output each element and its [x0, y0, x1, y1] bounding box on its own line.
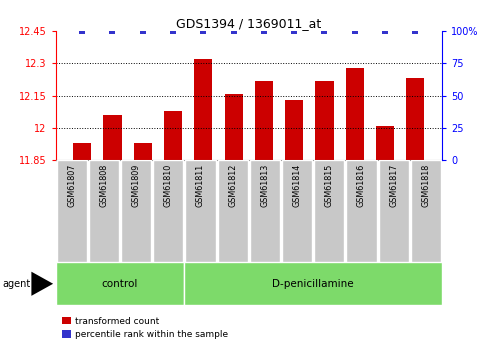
- Bar: [73, 143, 91, 160]
- Text: GSM61818: GSM61818: [421, 164, 430, 207]
- Text: GSM61810: GSM61810: [164, 164, 173, 207]
- Text: GSM61807: GSM61807: [67, 164, 76, 207]
- Point: [381, 28, 389, 34]
- Point: [169, 28, 177, 34]
- Point: [78, 28, 86, 34]
- Bar: [346, 68, 364, 160]
- Bar: [250, 160, 280, 262]
- Text: GSM61811: GSM61811: [196, 164, 205, 207]
- Point: [109, 28, 116, 34]
- Legend: transformed count, percentile rank within the sample: transformed count, percentile rank withi…: [60, 315, 230, 341]
- Bar: [379, 160, 409, 262]
- Point: [290, 28, 298, 34]
- Bar: [134, 143, 152, 160]
- Text: agent: agent: [2, 279, 30, 289]
- Bar: [411, 160, 441, 262]
- Text: GSM61817: GSM61817: [389, 164, 398, 207]
- Point: [351, 28, 358, 34]
- Text: D-penicillamine: D-penicillamine: [272, 279, 354, 289]
- Text: GSM61808: GSM61808: [99, 164, 108, 207]
- Bar: [121, 160, 151, 262]
- Text: GSM61809: GSM61809: [131, 164, 141, 207]
- Text: GSM61816: GSM61816: [357, 164, 366, 207]
- Point: [321, 28, 328, 34]
- Bar: [57, 160, 87, 262]
- Bar: [346, 160, 377, 262]
- Bar: [315, 81, 334, 160]
- Text: control: control: [102, 279, 138, 289]
- Bar: [406, 78, 425, 160]
- Bar: [255, 81, 273, 160]
- Polygon shape: [31, 272, 53, 296]
- Text: GSM61813: GSM61813: [260, 164, 270, 207]
- Bar: [56, 262, 185, 305]
- Text: GSM61814: GSM61814: [293, 164, 301, 207]
- Bar: [314, 160, 344, 262]
- Point: [199, 28, 207, 34]
- Bar: [103, 115, 122, 160]
- Bar: [89, 160, 119, 262]
- Point: [230, 28, 238, 34]
- Bar: [153, 160, 184, 262]
- Bar: [185, 160, 215, 262]
- Bar: [225, 93, 242, 160]
- Bar: [217, 160, 248, 262]
- Bar: [285, 100, 303, 160]
- Bar: [185, 262, 442, 305]
- Bar: [282, 160, 312, 262]
- Bar: [194, 59, 213, 160]
- Point: [260, 28, 268, 34]
- Point: [139, 28, 147, 34]
- Text: GSM61812: GSM61812: [228, 164, 237, 207]
- Title: GDS1394 / 1369011_at: GDS1394 / 1369011_at: [176, 17, 321, 30]
- Text: GSM61815: GSM61815: [325, 164, 334, 207]
- Point: [412, 28, 419, 34]
- Bar: [376, 126, 394, 160]
- Bar: [164, 111, 182, 160]
